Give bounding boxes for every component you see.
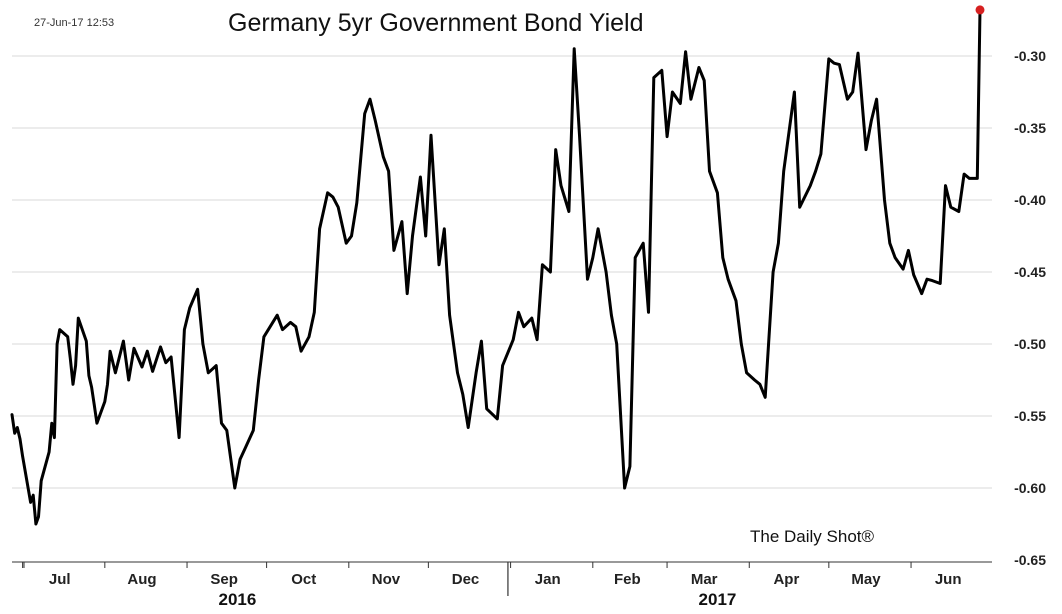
y-tick-label: -0.35 (1014, 120, 1046, 136)
series-line (10, 8, 982, 526)
source-credit: The Daily Shot® (750, 527, 875, 546)
x-month-label: Apr (773, 571, 799, 588)
y-tick-label: -0.65 (1014, 552, 1046, 568)
x-month-label: May (851, 571, 881, 588)
y-axis-tick-labels: -0.30 -0.35 -0.40 -0.45 -0.50 -0.55 -0.60 -0.65 (1014, 48, 1046, 568)
x-month-label: Aug (127, 571, 156, 588)
y-tick-label: -0.30 (1014, 48, 1046, 64)
timestamp: 27-Jun-17 12:53 (34, 17, 115, 29)
x-axis-tick-labels: Jul Aug Sep Oct Nov Dec Jan Feb Mar Apr May Jun 2016… (49, 571, 962, 609)
x-month-label: Oct (291, 571, 316, 588)
x-month-label: Jun (935, 571, 962, 588)
y-tick-label: -0.50 (1014, 336, 1046, 352)
y-tick-label: -0.40 (1014, 192, 1046, 208)
y-tick-label: -0.55 (1014, 408, 1046, 424)
x-month-label: Nov (372, 571, 401, 588)
y-tick-label: -0.60 (1014, 480, 1046, 496)
x-month-label: Jul (49, 571, 71, 588)
x-month-label: Mar (691, 571, 718, 588)
x-month-label: Sep (210, 571, 238, 588)
x-month-label: Jan (535, 571, 561, 588)
y-tick-label: -0.45 (1014, 264, 1046, 280)
axes (12, 561, 992, 596)
chart-title: Germany 5yr Government Bond Yield (228, 9, 644, 37)
x-month-label: Feb (614, 571, 641, 588)
x-year-label: 2017 (699, 590, 737, 609)
x-year-label: 2016 (219, 590, 257, 609)
series-layer (10, 5, 985, 526)
x-month-label: Dec (452, 571, 480, 588)
grid-lines (12, 55, 992, 489)
last-point-marker (975, 5, 985, 15)
